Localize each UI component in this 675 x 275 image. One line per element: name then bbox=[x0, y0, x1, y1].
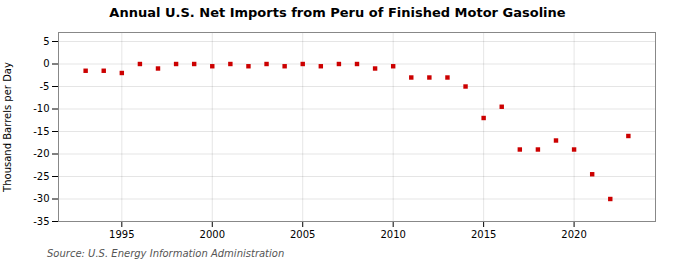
svg-text:2015: 2015 bbox=[471, 229, 496, 240]
svg-text:-15: -15 bbox=[33, 126, 49, 137]
svg-text:-35: -35 bbox=[33, 216, 49, 227]
svg-text:1995: 1995 bbox=[109, 229, 134, 240]
svg-text:2000: 2000 bbox=[200, 229, 225, 240]
html-text:Annual U.S. Net Imports from P: Annual U.S. Net Imports from Peru of Fin… bbox=[109, 5, 566, 20]
svg-text:2005: 2005 bbox=[290, 229, 315, 240]
svg-text:-25: -25 bbox=[33, 171, 49, 182]
svg-text:-20: -20 bbox=[33, 148, 49, 159]
svg-text:2010: 2010 bbox=[380, 229, 405, 240]
svg-text:0: 0 bbox=[43, 58, 49, 69]
html-text:Source: U.S. Energy Informatio: Source: U.S. Energy Information Administ… bbox=[47, 248, 285, 259]
svg-text:2020: 2020 bbox=[561, 229, 586, 240]
svg-text:Thousand Barrels per Day: Thousand Barrels per Day bbox=[2, 62, 13, 193]
svg-text:-5: -5 bbox=[40, 81, 50, 92]
svg-text:-30: -30 bbox=[33, 193, 49, 204]
svg-text:-10: -10 bbox=[33, 103, 49, 114]
svg-text:5: 5 bbox=[43, 36, 49, 47]
